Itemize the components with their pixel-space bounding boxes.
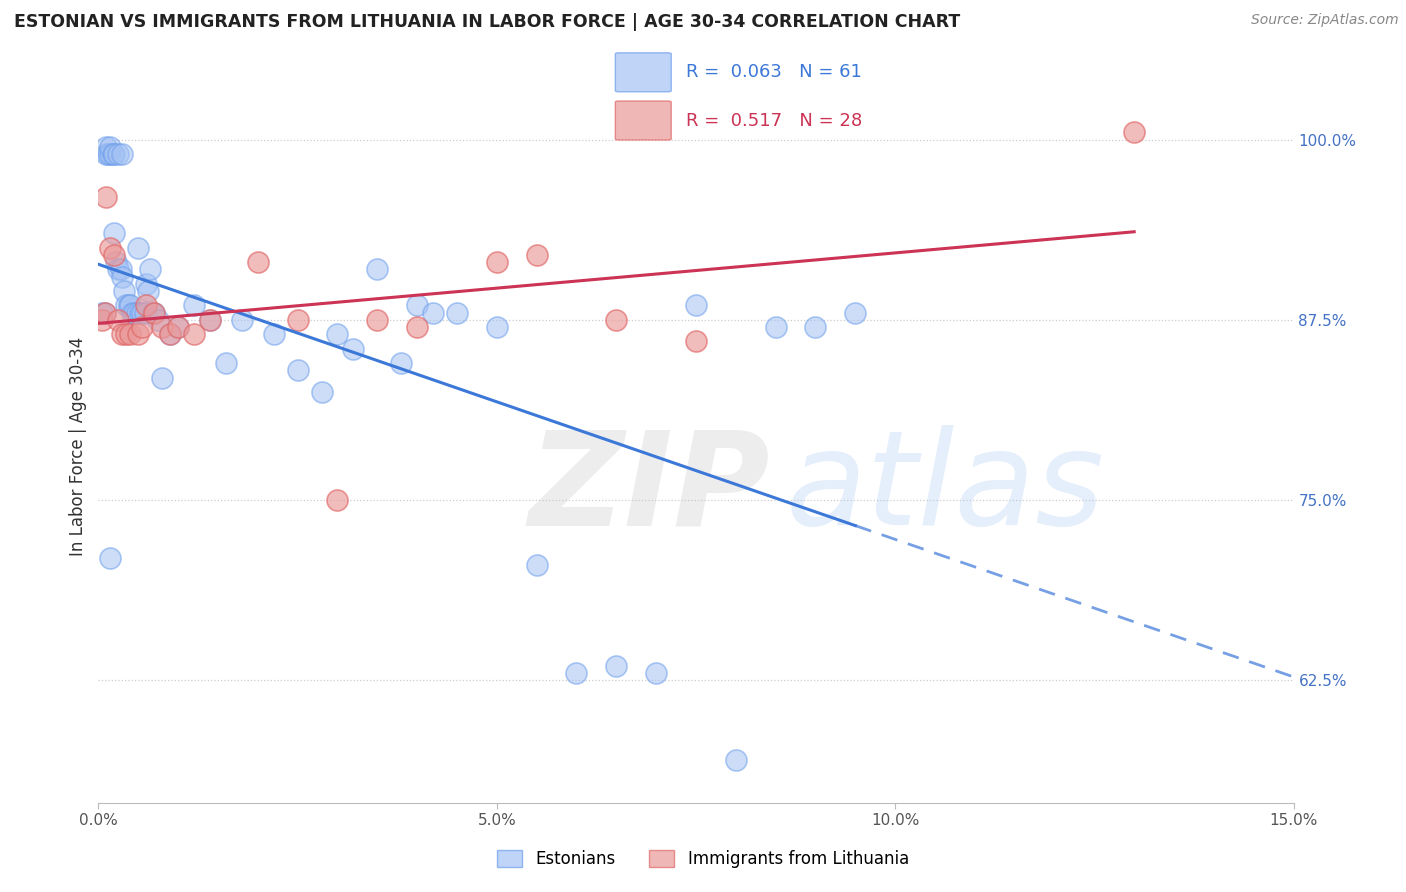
Point [128, 306, 150, 320]
Point [485, 255, 508, 269]
Point [685, 334, 707, 349]
Point [131, 306, 153, 320]
Point [125, 306, 148, 320]
Point [287, 363, 309, 377]
Text: ZIP: ZIP [529, 425, 770, 552]
Point [159, 327, 181, 342]
Point [91, 306, 114, 320]
Point [121, 306, 143, 320]
Point [159, 327, 181, 342]
Point [526, 558, 548, 572]
Point [120, 327, 142, 342]
Text: Source: ZipAtlas.com: Source: ZipAtlas.com [1251, 13, 1399, 28]
Point [91, 313, 114, 327]
Text: ESTONIAN VS IMMIGRANTS FROM LITHUANIA IN LABOR FORCE | AGE 30-34 CORRELATION CHA: ESTONIAN VS IMMIGRANTS FROM LITHUANIA IN… [14, 13, 960, 31]
Point [107, 262, 129, 277]
Y-axis label: In Labor Force | Age 30-34: In Labor Force | Age 30-34 [69, 336, 87, 556]
Point [446, 306, 468, 320]
Point [263, 327, 285, 342]
Text: R =  0.517   N = 28: R = 0.517 N = 28 [686, 112, 862, 129]
Point [115, 327, 138, 342]
Point [104, 255, 127, 269]
Point [127, 327, 149, 342]
Point [127, 241, 149, 255]
Point [183, 327, 205, 342]
Point [724, 753, 747, 767]
Point [142, 306, 165, 320]
Point [844, 306, 866, 320]
Point [98, 140, 122, 154]
Point [685, 298, 707, 312]
Point [366, 262, 388, 277]
Legend: Estonians, Immigrants from Lithuania: Estonians, Immigrants from Lithuania [491, 843, 915, 875]
Point [96, 140, 118, 154]
Point [131, 320, 153, 334]
Point [198, 313, 221, 327]
Point [148, 313, 170, 327]
Point [134, 306, 156, 320]
Point [485, 320, 508, 334]
Point [150, 370, 173, 384]
FancyBboxPatch shape [616, 101, 671, 140]
Point [139, 262, 162, 277]
Point [342, 342, 364, 356]
Point [167, 320, 190, 334]
Point [366, 313, 388, 327]
Point [112, 284, 135, 298]
Point [231, 313, 253, 327]
Text: R =  0.063   N = 61: R = 0.063 N = 61 [686, 63, 862, 81]
Point [98, 147, 122, 161]
Point [96, 147, 118, 161]
Point [103, 147, 125, 161]
Point [97, 147, 120, 161]
Point [326, 327, 349, 342]
Point [406, 298, 429, 312]
Point [150, 320, 173, 334]
Point [135, 277, 157, 291]
Point [406, 320, 429, 334]
Point [765, 320, 787, 334]
Point [94, 306, 117, 320]
Point [101, 147, 124, 161]
Point [287, 313, 309, 327]
Point [605, 313, 627, 327]
Point [389, 356, 412, 370]
Point [96, 190, 118, 204]
Point [215, 356, 238, 370]
Point [198, 313, 221, 327]
Point [1123, 125, 1146, 139]
Point [124, 306, 146, 320]
Point [107, 147, 129, 161]
Point [645, 666, 668, 681]
Point [110, 262, 132, 277]
Point [526, 248, 548, 262]
Point [111, 147, 134, 161]
Point [136, 284, 159, 298]
Point [311, 384, 333, 399]
Point [246, 255, 269, 269]
Point [98, 550, 122, 565]
Point [107, 313, 129, 327]
Point [804, 320, 827, 334]
Point [118, 298, 141, 312]
Point [167, 320, 190, 334]
Text: atlas: atlas [786, 425, 1105, 552]
Point [111, 269, 134, 284]
Point [103, 227, 125, 241]
Point [183, 298, 205, 312]
Point [103, 248, 125, 262]
FancyBboxPatch shape [616, 53, 671, 92]
Point [422, 306, 444, 320]
Point [115, 298, 138, 312]
Point [98, 241, 122, 255]
Point [143, 306, 166, 320]
Point [94, 306, 117, 320]
Point [111, 327, 134, 342]
Point [143, 306, 166, 320]
Point [605, 658, 627, 673]
Point [120, 298, 142, 312]
Point [135, 298, 157, 312]
Point [326, 493, 349, 508]
Point [565, 666, 588, 681]
